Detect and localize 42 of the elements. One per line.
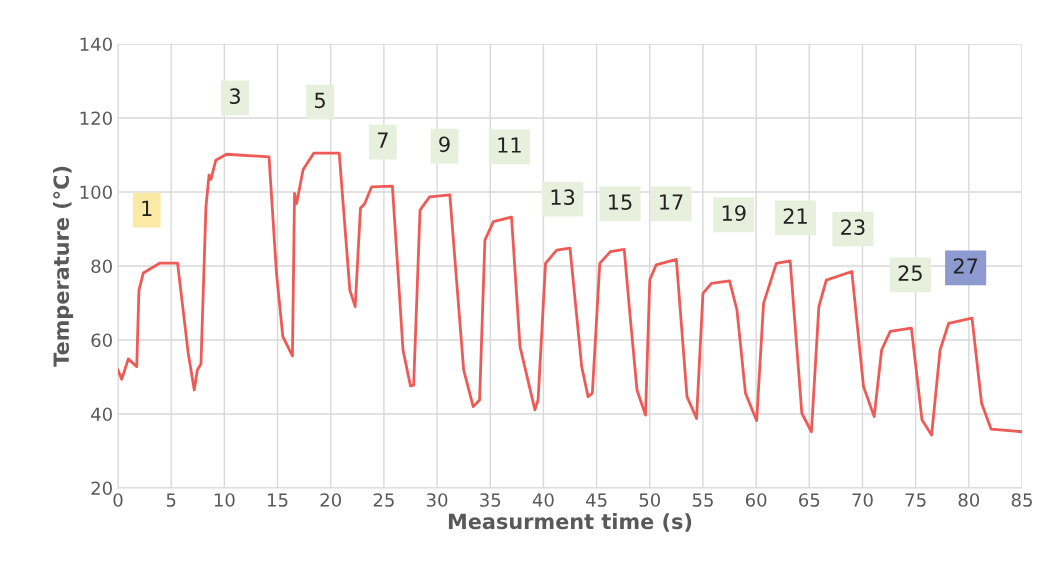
y-tick-label: 140 [80,37,112,52]
x-tick-label: 50 [639,493,661,507]
annotation: 5 [315,92,325,109]
annotation: 7 [377,132,388,148]
x-tick-label: 55 [692,493,713,507]
annotation: 23 [841,219,865,236]
x-tick-label: 45 [585,493,607,507]
x-tick-label: 0 [113,493,123,507]
y-axis-title: Temperature (°C) [52,166,74,367]
annotation: 1 [142,200,152,216]
annotation: 21 [783,208,807,224]
x-tick-label: 15 [268,493,288,507]
x-tick-label: 65 [799,493,820,507]
y-tick-label: 120 [80,111,112,126]
annotation: 3 [229,88,240,105]
annotation: 17 [660,194,683,210]
y-tick-label: 80 [91,259,112,274]
x-tick-label: 70 [852,493,873,507]
y-tick-label: 60 [91,333,112,348]
x-tick-label: 60 [745,493,767,507]
x-axis-title: Measurment time (s) [448,513,692,532]
x-tick-label: 20 [320,493,341,507]
x-tick-label: 10 [214,493,235,507]
x-tick-label: 30 [426,493,448,507]
x-tick-label: 5 [166,493,176,507]
x-tick-label: 85 [1011,493,1032,507]
x-tick-label: 25 [373,493,394,507]
line-series [118,151,1022,437]
x-tick-label: 80 [958,493,980,507]
annotation: 25 [898,265,922,281]
annotation: 9 [439,136,450,153]
x-tick-label: 35 [480,493,501,507]
x-tick-label: 40 [532,493,554,507]
annotation: 15 [609,194,632,210]
annotation: 13 [551,189,575,206]
y-tick-label: 40 [91,407,112,422]
y-tick-label: 100 [80,185,112,200]
annotation: 11 [498,137,521,153]
annotation: 19 [722,205,746,221]
y-tick-label: 20 [91,481,112,496]
x-tick-label: 75 [905,493,926,507]
annotation: 27 [953,258,978,274]
